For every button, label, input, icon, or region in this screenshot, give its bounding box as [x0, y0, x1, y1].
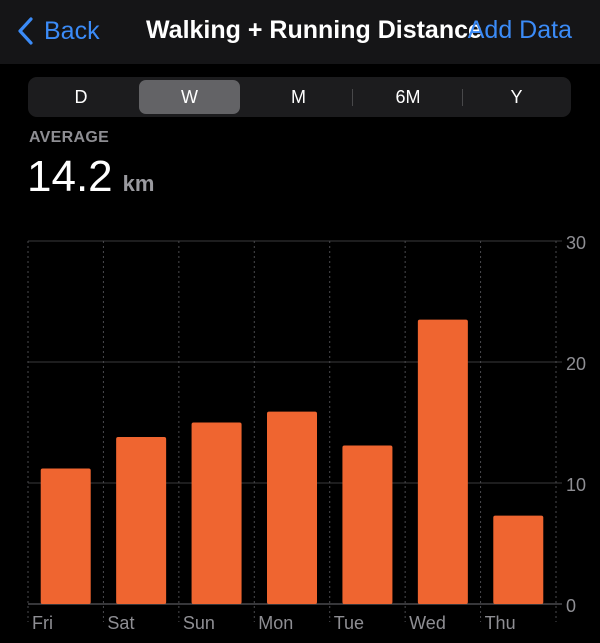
average-value: 14.2 km: [27, 152, 154, 202]
bar[interactable]: [40, 468, 91, 604]
segment-month[interactable]: M: [291, 86, 306, 107]
x-tick-label: Mon: [258, 613, 293, 633]
y-tick-label: 10: [566, 475, 586, 495]
bar[interactable]: [267, 411, 317, 604]
time-range-segmented-control: D W M 6M Y: [28, 77, 571, 117]
nav-bar: Back Walking + Running Distance Add Data: [0, 0, 600, 64]
bar[interactable]: [116, 437, 167, 604]
back-button[interactable]: Back: [16, 14, 100, 48]
bar[interactable]: [417, 319, 468, 604]
bar[interactable]: [493, 515, 544, 604]
bar[interactable]: [191, 422, 242, 605]
x-tick-label: Sat: [107, 613, 134, 633]
x-tick-label: Tue: [334, 613, 364, 633]
bar[interactable]: [342, 445, 393, 604]
distance-bar-chart[interactable]: 0 10 20 30 Fri Sat Sun Mon Tue Wed Thu: [0, 228, 600, 643]
segment-divider: [352, 89, 353, 106]
x-tick-label: Sun: [183, 613, 215, 633]
x-tick-label: Thu: [485, 613, 516, 633]
x-tick-label: Fri: [32, 613, 53, 633]
average-unit: km: [122, 171, 155, 196]
segment-divider: [462, 89, 463, 106]
y-tick-label: 20: [566, 354, 586, 374]
back-label: Back: [44, 16, 100, 45]
chevron-left-icon: [18, 17, 33, 45]
add-data-button[interactable]: Add Data: [467, 16, 572, 44]
page-title: Walking + Running Distance: [146, 16, 482, 44]
segment-year[interactable]: Y: [510, 86, 523, 107]
segment-six-months[interactable]: 6M: [395, 86, 421, 107]
segment-day[interactable]: D: [74, 86, 88, 107]
average-label: AVERAGE: [29, 129, 110, 146]
x-tick-label: Wed: [409, 613, 446, 633]
segment-week[interactable]: W: [139, 80, 240, 114]
y-tick-label: 30: [566, 233, 586, 253]
y-tick-label: 0: [566, 596, 576, 616]
average-number: 14.2: [27, 152, 113, 201]
